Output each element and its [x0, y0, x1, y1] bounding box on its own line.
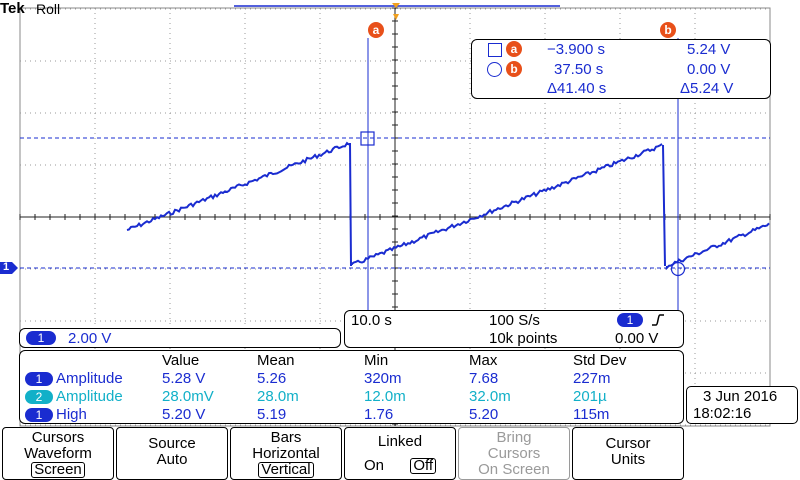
- table-row: 1 High 5.20 V 5.19 1.76 5.20 115m: [20, 406, 683, 424]
- measurements-panel: Value Mean Min Max Std Dev 1 Amplitude 5…: [19, 350, 684, 424]
- rising-edge-icon: [652, 314, 664, 326]
- cursor-b-volt: 0.00 V: [687, 61, 731, 78]
- measurement-value: 5.28 V: [162, 370, 206, 387]
- menu-cursors-waveform[interactable]: Cursors Waveform Screen: [2, 427, 114, 480]
- measurement-std-dev: 227m: [573, 370, 611, 387]
- measurement-mean: 5.26: [257, 370, 287, 387]
- ch1-badge: 1: [25, 372, 53, 386]
- ch1-ground-label: 1: [3, 261, 10, 273]
- trigger-position-top-marker: [392, 3, 400, 8]
- table-row: 1 Amplitude 5.28 V 5.26 320m 7.68 227m: [20, 370, 683, 388]
- measurement-max: 5.20: [469, 406, 499, 423]
- header-min: Min: [364, 352, 389, 369]
- cursor-b-time: 37.50 s: [554, 61, 604, 78]
- trigger-position-marker: [393, 14, 399, 20]
- menu-label: Auto: [156, 451, 188, 468]
- menu-cursor-units[interactable]: Cursor Units: [572, 427, 684, 480]
- cursor-b-readout-badge: b: [506, 61, 522, 77]
- ch1-waveform-trace: [126, 141, 770, 271]
- measurements-header: Value Mean Min Max Std Dev: [20, 352, 683, 370]
- measurement-value: 28.0mV: [162, 388, 214, 405]
- ch2-badge: 2: [25, 390, 53, 404]
- measurement-std-dev: 201µ: [573, 388, 607, 405]
- menu-linked[interactable]: Linked On Off: [344, 427, 456, 480]
- measurement-max: 7.68: [469, 370, 499, 387]
- cursor-a-badge[interactable]: a: [368, 22, 384, 38]
- header-std-dev: Std Dev: [573, 352, 627, 369]
- menu-selected-option: Screen: [31, 462, 85, 478]
- cursor-b-badge[interactable]: b: [660, 22, 676, 38]
- menu-selected-option: Vertical: [258, 462, 314, 478]
- ch1-scale: 2.00 V: [68, 330, 112, 347]
- menu-label: Cursor: [605, 435, 651, 452]
- menu-label: Cursors: [31, 429, 85, 446]
- measurement-min: 320m: [364, 370, 402, 387]
- measurement-min: 1.76: [364, 406, 394, 423]
- menu-label: Linked: [377, 433, 423, 450]
- menu-label: Units: [610, 451, 646, 468]
- measurement-name: Amplitude: [56, 370, 123, 387]
- menu-label: Source: [148, 435, 196, 452]
- menu-bring-cursors[interactable]: Bring Cursors On Screen: [458, 427, 570, 480]
- trigger-source-badge: 1: [617, 313, 643, 327]
- time-per-div: 10.0 s: [351, 312, 392, 329]
- timebase-box[interactable]: 10.0 s 100 S/s 10k points 1 0.00 V: [344, 310, 684, 348]
- trigger-level: 0.00 V: [615, 330, 659, 347]
- cursor-delta-volt: Δ5.24 V: [680, 80, 734, 97]
- menu-label: On Screen: [478, 461, 550, 478]
- brand-logo: Tek: [0, 0, 25, 17]
- menu-label: Bars: [270, 429, 302, 446]
- ch1-badge: 1: [26, 331, 56, 345]
- cursor-a-volt: 5.24 V: [687, 41, 731, 58]
- header-mean: Mean: [257, 352, 295, 369]
- measurement-value: 5.20 V: [162, 406, 206, 423]
- measurement-max: 32.0m: [469, 388, 511, 405]
- menu-label: Bring: [496, 429, 532, 446]
- linked-off-option[interactable]: Off: [410, 458, 437, 474]
- channel-scale-box[interactable]: 1 2.00 V: [19, 328, 341, 348]
- square-cursor-icon: [488, 43, 502, 57]
- datetime-box: 3 Jun 2016 18:02:16: [686, 386, 798, 424]
- table-row: 2 Amplitude 28.0mV 28.0m 12.0m 32.0m 201…: [20, 388, 683, 406]
- measurement-name: High: [56, 406, 87, 423]
- sample-rate: 100 S/s: [489, 312, 540, 329]
- ch1-badge: 1: [25, 408, 53, 422]
- time-display: 18:02:16: [693, 405, 752, 422]
- measurement-std-dev: 115m: [573, 406, 610, 423]
- header-value: Value: [162, 352, 200, 369]
- menu-bars[interactable]: Bars Horizontal Vertical: [230, 427, 342, 480]
- record-length: 10k points: [489, 330, 558, 347]
- cursor-a-readout-badge: a: [506, 41, 522, 57]
- measurement-min: 12.0m: [364, 388, 406, 405]
- circle-cursor-icon: [487, 62, 502, 77]
- menu-label: Waveform: [24, 445, 92, 462]
- measurement-mean: 28.0m: [257, 388, 299, 405]
- menu-label: Cursors: [487, 445, 541, 462]
- measurement-mean: 5.19: [257, 406, 287, 423]
- measurement-name: Amplitude: [56, 388, 123, 405]
- date-display: 3 Jun 2016: [703, 388, 778, 405]
- cursor-readout: a −3.900 s 5.24 V b 37.50 s 0.00 V Δ41.4…: [471, 39, 771, 99]
- menu-label: Horizontal: [252, 445, 320, 462]
- linked-on-option[interactable]: On: [363, 457, 384, 474]
- cursor-delta-time: Δ41.40 s: [547, 80, 607, 97]
- acquisition-mode: Roll: [36, 1, 61, 17]
- header-max: Max: [469, 352, 498, 369]
- cursor-a-time: −3.900 s: [547, 41, 605, 58]
- menu-source[interactable]: Source Auto: [116, 427, 228, 480]
- ch1-ground-marker: [0, 262, 18, 274]
- cursor-b-marker: [670, 261, 686, 277]
